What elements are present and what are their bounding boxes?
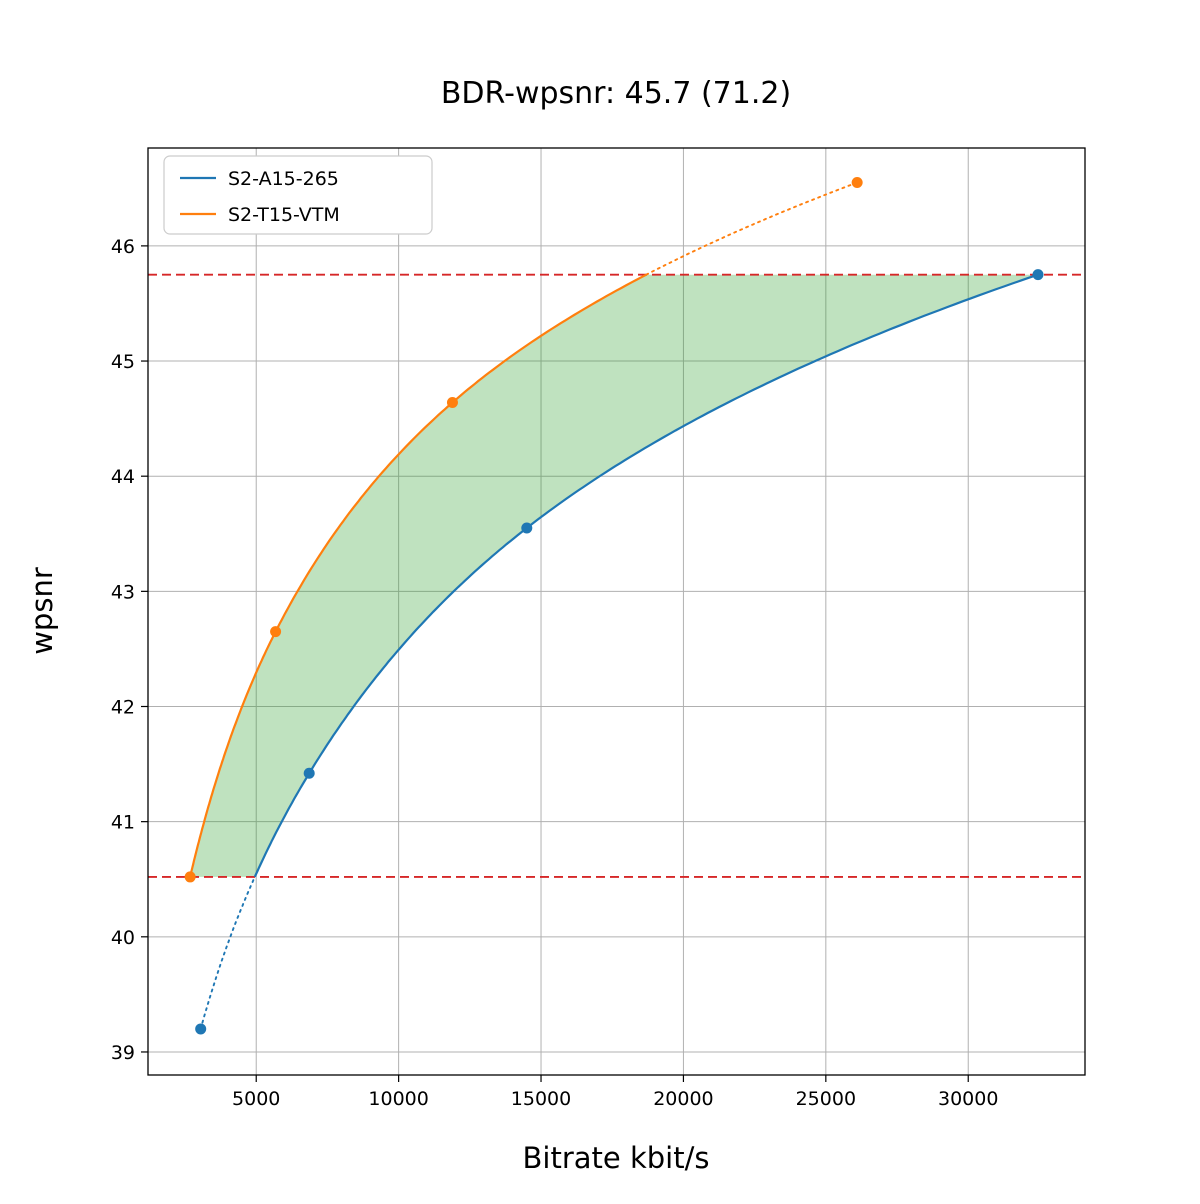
x-tick-label: 30000: [938, 1088, 998, 1110]
series-dotted-s2-t15-vtm: [645, 181, 859, 276]
y-tick-label: 39: [111, 1042, 135, 1064]
legend-label: S2-A15-265: [228, 168, 339, 190]
y-tick-label: 43: [111, 581, 135, 603]
y-tick-label: 46: [111, 236, 135, 258]
data-point: [521, 522, 533, 534]
y-tick-label: 45: [111, 351, 135, 373]
y-axis-label: wpsnr: [25, 567, 59, 655]
chart-title: BDR-wpsnr: 45.7 (71.2): [441, 76, 791, 111]
data-point: [851, 177, 863, 189]
data-point: [1032, 269, 1044, 281]
x-tick-label: 5000: [232, 1088, 280, 1110]
x-tick-label: 10000: [368, 1088, 428, 1110]
x-tick-label: 15000: [511, 1088, 571, 1110]
data-point: [303, 767, 315, 779]
y-tick-label: 40: [111, 927, 135, 949]
series-dotted-s2-a15-265: [199, 875, 256, 1030]
legend-label: S2-T15-VTM: [228, 204, 340, 226]
data-point: [195, 1023, 207, 1035]
legend-box: [163, 155, 433, 235]
data-point: [184, 871, 196, 883]
x-axis-label: Bitrate kbit/s: [523, 1141, 710, 1175]
x-tick-label: 20000: [653, 1088, 713, 1110]
y-tick-label: 44: [111, 466, 135, 488]
plot-border: [147, 147, 1086, 1076]
data-point: [270, 626, 282, 638]
data-point: [446, 396, 458, 408]
series-line-s2-t15-vtm: [189, 273, 647, 878]
shaded-region: [190, 274, 1038, 877]
y-tick-label: 42: [111, 697, 135, 719]
x-tick-label: 25000: [796, 1088, 856, 1110]
y-tick-label: 41: [111, 812, 135, 834]
